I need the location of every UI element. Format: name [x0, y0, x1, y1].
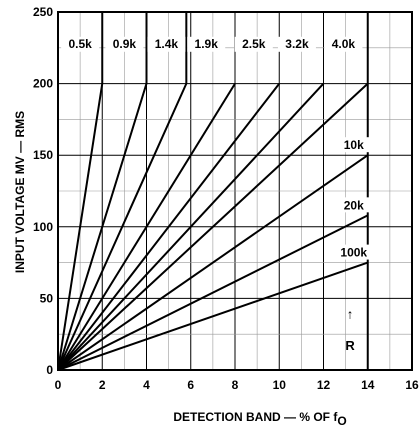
series-line [57, 83, 236, 371]
x-tick-label: 0 [55, 378, 62, 392]
series-line [57, 261, 369, 371]
series-label-bg [105, 36, 144, 52]
series-label: 0.9k [113, 37, 137, 51]
y-tick-label: 250 [33, 5, 53, 19]
y-tick-labels: 0 50 100 150 200 250 [33, 5, 53, 377]
x-tick-label: 10 [273, 378, 287, 392]
series-label: 1.9k [195, 37, 219, 51]
series-label: 0.5k [68, 37, 92, 51]
y-axis-label: INPUT VOLTAGE MV — RMS [13, 111, 27, 273]
y-tick-label: 100 [33, 220, 53, 234]
x-axis-label: DETECTION BAND — % OF fO [173, 410, 346, 428]
x-tick-labels: 0 2 4 6 8 10 12 14 16 [55, 378, 419, 392]
y-tick-label: 200 [33, 77, 53, 91]
plot-frame [57, 11, 413, 371]
series-line [57, 82, 281, 371]
x-tick-label: 16 [405, 378, 419, 392]
series-label: 3.2k [285, 37, 309, 51]
grid [57, 11, 413, 371]
series-labels: 0.5k 0.9k 1.4k 1.9k 2.5k 3.2k 4.0k 10k 20k 100k [61, 36, 374, 260]
y-tick-label: 0 [46, 363, 53, 377]
series-line [57, 82, 325, 371]
series-line [57, 214, 369, 371]
x-axis-label-subscript: O [337, 414, 346, 428]
series-label: 4.0k [332, 37, 356, 51]
y-tick-label: 150 [33, 148, 53, 162]
series-lines [57, 12, 369, 371]
x-tick-label: 14 [361, 378, 375, 392]
annotation: ↑R [345, 306, 355, 353]
series-label: 2.5k [242, 37, 266, 51]
series-label-bg [187, 36, 226, 52]
x-tick-label: 12 [317, 378, 331, 392]
x-tick-label: 8 [232, 378, 239, 392]
series-label: 1.4k [155, 37, 179, 51]
series-line [57, 82, 369, 371]
series-label-bg [333, 137, 374, 153]
series-line [57, 154, 369, 371]
series-label-bg [234, 36, 273, 52]
series-line [57, 12, 104, 371]
x-axis-label-main: DETECTION BAND — % OF f [173, 410, 338, 424]
series-label-bg [61, 36, 100, 52]
series-label: 20k [344, 198, 364, 212]
series-label: 10k [344, 138, 364, 152]
series-label-bg [333, 244, 374, 260]
x-tick-label: 6 [187, 378, 194, 392]
annotation-arrow: ↑ [347, 306, 354, 321]
annotation-label: R [345, 338, 355, 353]
series-label-bg [277, 36, 316, 52]
series-label-bg [324, 36, 363, 52]
series-line [57, 12, 148, 371]
x-tick-label: 4 [143, 378, 150, 392]
series-label-bg [147, 36, 186, 52]
series-label-bg [333, 197, 374, 213]
y-tick-label: 50 [40, 291, 54, 305]
series-line [57, 12, 188, 371]
series-label: 100k [340, 246, 367, 260]
x-tick-label: 2 [99, 378, 106, 392]
